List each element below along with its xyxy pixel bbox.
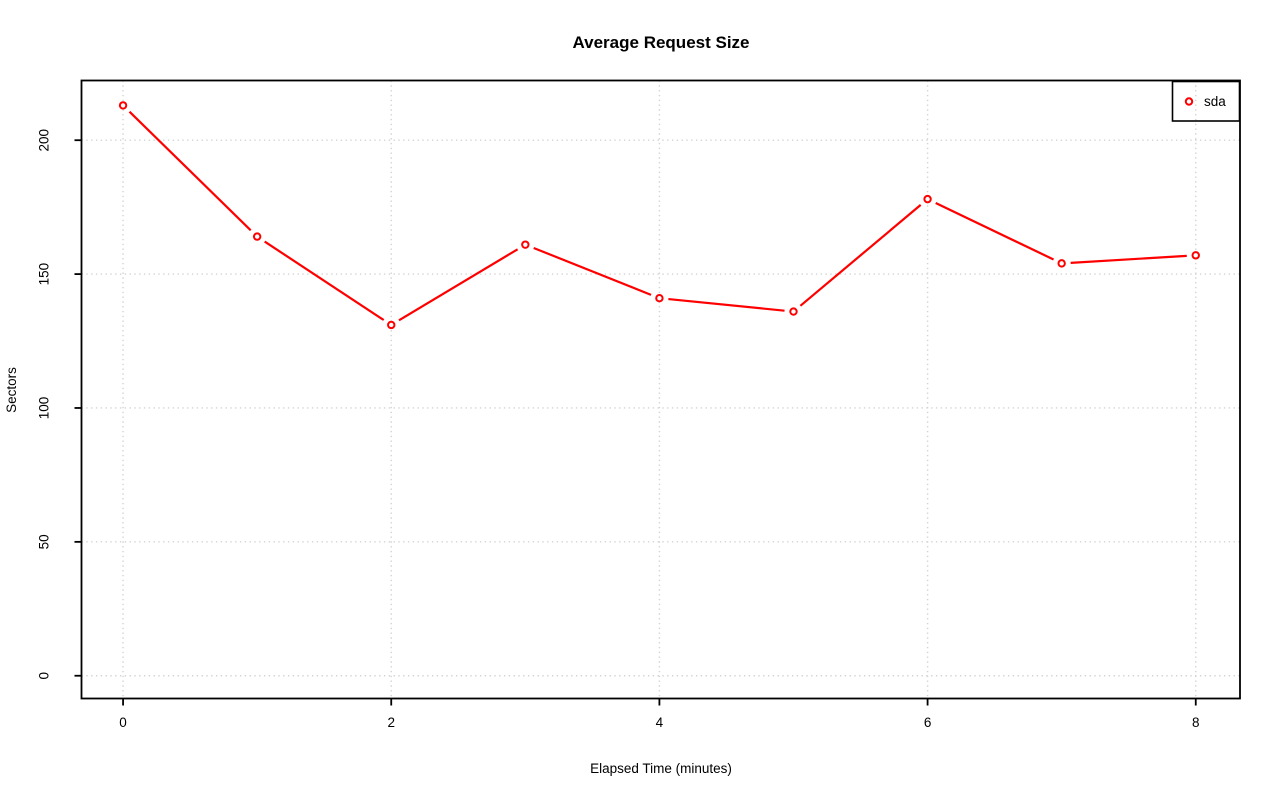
data-point-sda-6 [923, 194, 932, 204]
y-tick-label: 0 [37, 672, 52, 680]
data-point-sda-8 [1191, 251, 1200, 260]
series-line-sda [799, 204, 922, 307]
data-point-sda-1 [252, 232, 262, 241]
y-axis-label: Sectors [4, 367, 19, 413]
x-tick-label: 2 [387, 715, 395, 730]
data-point-sda-0 [118, 101, 128, 110]
series-line-sda [935, 202, 1055, 261]
series [118, 101, 1200, 330]
data-point-sda-7 [1057, 259, 1066, 268]
series-line-sda [533, 246, 652, 296]
y-tick-label: 200 [37, 129, 52, 152]
y-tick-label: 50 [37, 534, 52, 549]
series-line-sda [668, 297, 785, 312]
series-line-sda [264, 240, 385, 321]
x-axis-label: Elapsed Time (minutes) [590, 761, 732, 776]
series-line-sda [398, 248, 519, 322]
chart-title: Average Request Size [573, 33, 750, 52]
y-tick-label: 100 [37, 397, 52, 420]
x-tick-label: 0 [119, 715, 127, 730]
grid [81, 80, 1240, 699]
series-line-sda [1070, 254, 1187, 264]
legend-marker-icon [1184, 97, 1194, 106]
legend-label: sda [1204, 94, 1226, 109]
x-tick-label: 4 [656, 715, 664, 730]
x-axis-ticks: 0 2 4 6 8 [119, 698, 1200, 730]
data-point-sda-2 [387, 320, 396, 330]
y-axis-ticks: 0 50 100 150 200 [37, 129, 82, 680]
y-tick-label: 150 [37, 263, 52, 286]
data-point-sda-4 [655, 293, 664, 303]
legend: sda [1171, 80, 1241, 122]
data-point-sda-3 [521, 240, 530, 249]
x-tick-label: 6 [924, 715, 932, 730]
plot-frame [80, 79, 1241, 700]
series-line-sda [128, 110, 252, 232]
x-tick-label: 8 [1192, 715, 1200, 730]
data-point-sda-5 [789, 307, 798, 316]
legend-box [1171, 80, 1241, 122]
